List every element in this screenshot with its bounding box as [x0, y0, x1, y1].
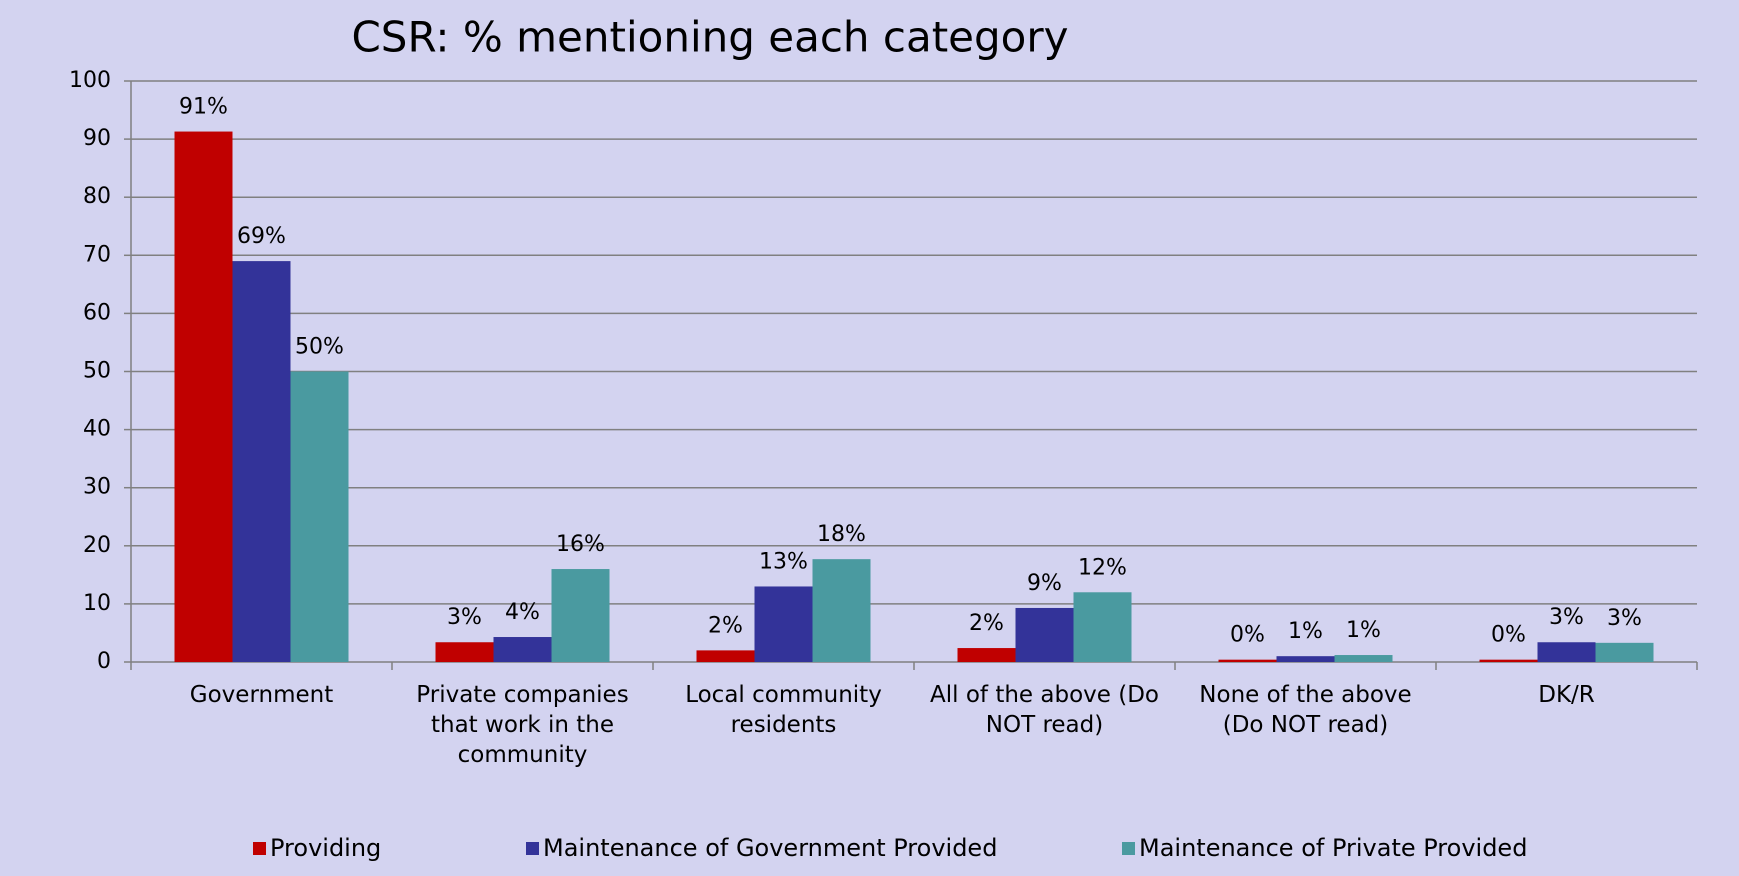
x-tick-label: Local community residents: [685, 682, 882, 738]
x-tick-label: Private companies that work in the commu…: [416, 682, 629, 768]
bar: [754, 586, 813, 662]
bar: [1479, 659, 1538, 662]
bar: [290, 371, 349, 662]
bar: [1537, 642, 1596, 662]
legend-label: Maintenance of Government Provided: [543, 834, 997, 862]
data-label: 1%: [1346, 618, 1381, 643]
data-label: 91%: [179, 95, 228, 120]
bar: [1218, 659, 1277, 662]
y-tick-label: 0: [97, 649, 111, 674]
bar: [696, 650, 755, 662]
y-tick-label: 80: [83, 184, 111, 209]
y-tick-label: 90: [83, 126, 111, 151]
data-label: 2%: [969, 611, 1004, 636]
y-tick-label: 50: [83, 359, 111, 384]
bar: [1073, 592, 1132, 662]
data-label: 2%: [708, 613, 743, 638]
y-tick-label: 20: [83, 533, 111, 558]
data-label: 3%: [1607, 606, 1642, 631]
data-label: 13%: [759, 549, 808, 574]
legend-label: Maintenance of Private Provided: [1139, 834, 1527, 862]
data-label: 12%: [1078, 555, 1127, 580]
bar: [812, 559, 871, 662]
data-label: 69%: [237, 224, 286, 249]
bar: [1015, 607, 1074, 662]
legend-swatch: [1122, 842, 1135, 855]
data-label: 0%: [1230, 623, 1265, 648]
y-tick-label: 10: [83, 591, 111, 616]
bar: [1276, 656, 1335, 662]
bar: [1334, 655, 1393, 662]
data-label: 4%: [505, 600, 540, 625]
bar: [232, 261, 291, 662]
bar: [551, 569, 610, 662]
x-tick-label: Government: [189, 682, 334, 708]
data-label: 3%: [1549, 605, 1584, 630]
bar: [435, 642, 494, 662]
bar: [493, 637, 552, 662]
legend-swatch: [253, 842, 266, 855]
x-tick-label: DK/R: [1538, 682, 1595, 708]
bar: [957, 648, 1016, 662]
data-label: 9%: [1027, 571, 1062, 596]
y-tick-label: 40: [83, 417, 111, 442]
chart-title: CSR: % mentioning each category: [351, 13, 1068, 62]
x-tick-label: None of the above (Do NOT read): [1199, 682, 1412, 738]
data-label: 50%: [295, 335, 344, 360]
data-label: 0%: [1491, 623, 1526, 648]
data-label: 1%: [1288, 619, 1323, 644]
bar: [174, 131, 233, 662]
legend-swatch: [526, 842, 539, 855]
bar: [1595, 642, 1654, 662]
y-tick-label: 100: [69, 68, 111, 93]
legend-label: Providing: [270, 834, 381, 862]
x-tick-label: All of the above (Do NOT read): [930, 682, 1159, 738]
y-tick-label: 30: [83, 475, 111, 500]
y-tick-label: 60: [83, 300, 111, 325]
y-tick-label: 70: [83, 242, 111, 267]
data-label: 16%: [556, 532, 605, 557]
data-label: 3%: [447, 605, 482, 630]
data-label: 18%: [817, 522, 866, 547]
